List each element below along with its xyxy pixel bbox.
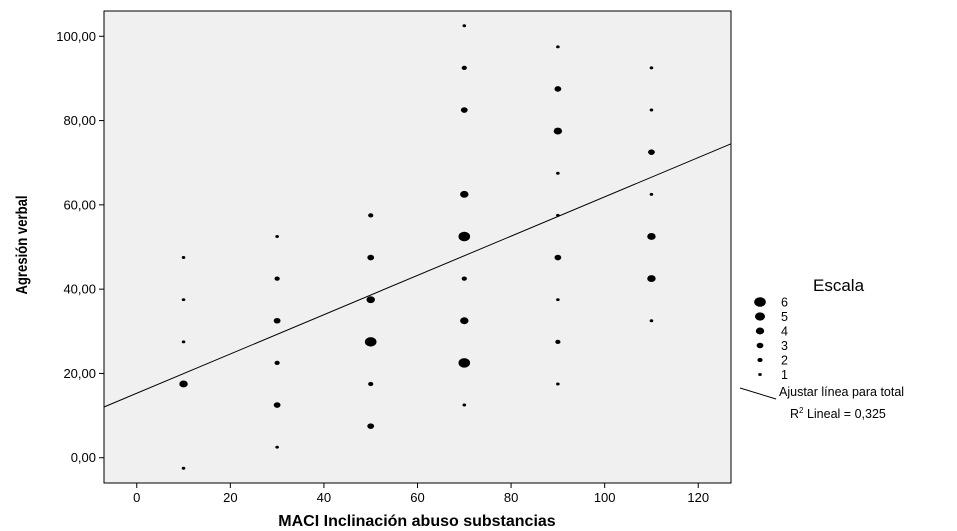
legend-r2-prefix: R — [790, 407, 799, 421]
data-point — [275, 234, 279, 238]
legend-fit-line-swatch — [739, 387, 777, 400]
data-point — [181, 256, 186, 260]
data-point — [554, 86, 562, 92]
data-point — [649, 192, 654, 196]
data-point — [367, 423, 375, 429]
legend-title: Escala — [813, 276, 865, 295]
y-axis-title: Agresión verbal — [14, 195, 31, 294]
x-tick-label: 0 — [133, 490, 140, 505]
data-point — [462, 403, 467, 407]
legend-size-marker — [758, 373, 762, 376]
data-point — [649, 319, 654, 323]
data-point — [460, 317, 469, 325]
x-tick-label: 80 — [504, 490, 518, 505]
data-point — [554, 254, 562, 261]
legend-size-label: 5 — [781, 310, 788, 324]
data-point — [275, 445, 279, 449]
data-point — [368, 381, 374, 387]
data-point — [648, 149, 655, 155]
data-point — [273, 402, 281, 408]
data-point — [461, 276, 467, 281]
legend-size-label: 1 — [781, 368, 788, 382]
legend-size-marker — [755, 312, 765, 321]
data-point — [556, 382, 560, 386]
y-tick-label: 100,00 — [56, 29, 96, 44]
data-point — [649, 66, 654, 70]
data-point — [556, 171, 560, 175]
x-tick-label: 20 — [223, 490, 237, 505]
data-point — [460, 107, 468, 113]
data-point — [649, 108, 654, 112]
data-point — [181, 466, 186, 470]
legend-size-marker — [757, 357, 763, 363]
legend-size-label: 3 — [781, 339, 788, 353]
y-axis: 0,00 20,00 40,00 60,00 80,00 100,00 — [56, 29, 104, 465]
data-point — [364, 337, 377, 347]
y-tick-label: 40,00 — [63, 282, 96, 297]
data-point — [458, 358, 471, 368]
data-point — [273, 317, 281, 324]
legend-r2: R2 Lineal = 0,325 — [790, 406, 886, 421]
data-point — [366, 296, 375, 304]
data-point — [179, 380, 188, 388]
data-point — [462, 24, 467, 28]
legend-r2-sup: 2 — [799, 406, 804, 415]
data-point — [555, 339, 561, 344]
data-point — [181, 298, 186, 302]
data-point — [553, 127, 563, 135]
data-point — [647, 275, 656, 283]
y-tick-label: 80,00 — [63, 113, 96, 128]
x-axis-title: MACI Inclinación abuso substancias — [278, 513, 555, 530]
x-axis: 0 20 40 60 80 100 120 — [133, 483, 709, 505]
data-point — [181, 340, 186, 344]
plot-area — [103, 10, 732, 484]
data-point — [367, 254, 375, 261]
legend-size-marker — [755, 327, 765, 335]
legend-size-label: 4 — [781, 325, 788, 339]
x-tick-label: 120 — [687, 490, 709, 505]
data-point — [647, 233, 656, 240]
data-point — [368, 213, 374, 218]
fit-line — [103, 143, 732, 408]
x-tick-label: 100 — [594, 490, 616, 505]
legend-size-marker — [754, 297, 766, 307]
data-point — [556, 298, 560, 302]
legend-fit-label: Ajustar línea para total — [779, 385, 904, 399]
legend-size-label: 2 — [781, 354, 788, 368]
data-point — [556, 45, 560, 49]
legend-r2-text: Lineal = 0,325 — [803, 407, 885, 421]
legend-size-label: 6 — [781, 296, 788, 310]
data-points — [179, 24, 656, 470]
y-tick-label: 20,00 — [63, 366, 96, 381]
y-tick-label: 60,00 — [63, 197, 96, 212]
data-point — [460, 190, 469, 198]
y-tick-label: 0,00 — [71, 450, 96, 465]
x-tick-label: 40 — [317, 490, 331, 505]
legend-size-marker — [756, 342, 764, 349]
data-point — [458, 231, 471, 242]
x-tick-label: 60 — [410, 490, 424, 505]
data-point — [274, 276, 280, 281]
data-point — [274, 360, 280, 366]
data-point — [461, 65, 467, 71]
